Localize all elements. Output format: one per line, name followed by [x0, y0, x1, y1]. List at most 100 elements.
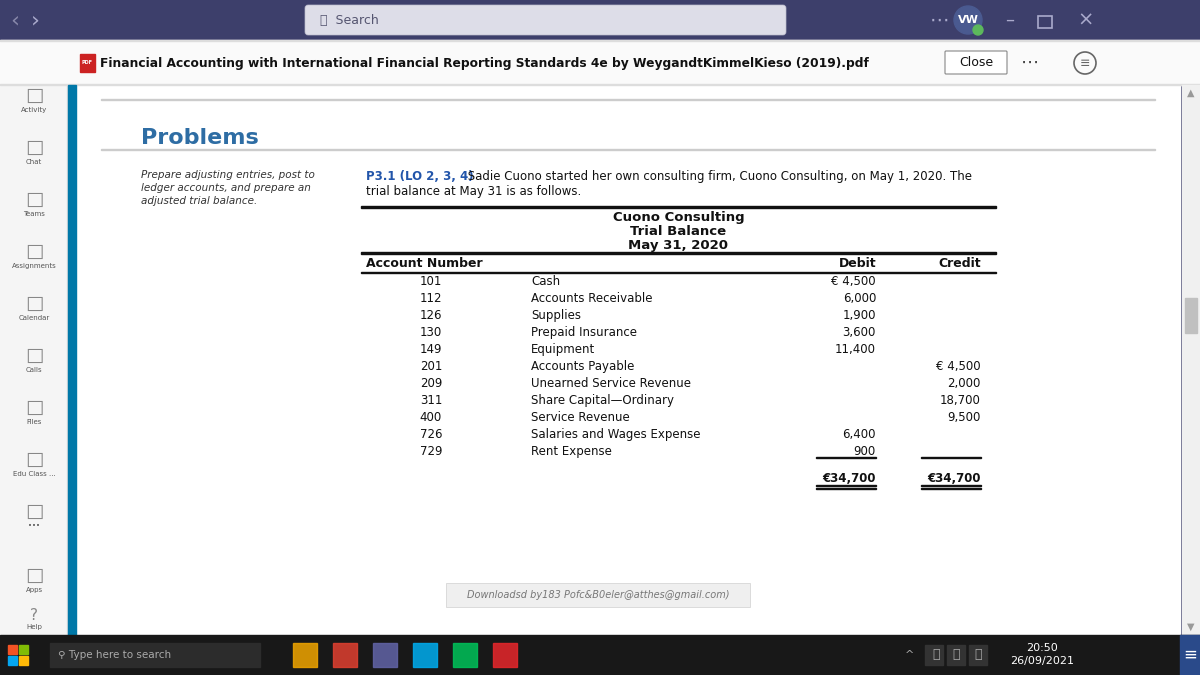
Text: 400: 400 [420, 411, 442, 424]
Bar [361, 272, 996, 273]
Text: Edu Class ...: Edu Class ... [13, 471, 55, 477]
Bar [413, 643, 437, 667]
Circle shape [954, 6, 982, 34]
Bar [361, 206, 996, 208]
Bar [19, 656, 28, 665]
Bar [922, 457, 982, 458]
Text: 6,000: 6,000 [842, 292, 876, 305]
Text: ⛶: ⛶ [932, 649, 940, 662]
Text: Close: Close [959, 57, 994, 70]
Text: □: □ [25, 190, 43, 209]
Text: ?: ? [30, 608, 38, 622]
Text: □: □ [25, 86, 43, 105]
Text: 126: 126 [420, 309, 443, 322]
Text: 9,500: 9,500 [948, 411, 982, 424]
Circle shape [973, 25, 983, 35]
Text: Unearned Service Revenue: Unearned Service Revenue [530, 377, 691, 390]
Text: Prepare adjusting entries, post to: Prepare adjusting entries, post to [142, 170, 314, 180]
Text: ≡: ≡ [1080, 57, 1091, 70]
Text: □: □ [25, 138, 43, 157]
Text: Prepaid Insurance: Prepaid Insurance [530, 326, 637, 339]
Bar [373, 643, 397, 667]
Text: Chat: Chat [26, 159, 42, 165]
Bar [76, 85, 1180, 635]
Text: 729: 729 [420, 445, 443, 458]
Text: Equipment: Equipment [530, 343, 595, 356]
Text: 26/09/2021: 26/09/2021 [1010, 656, 1074, 666]
Text: Accounts Receivable: Accounts Receivable [530, 292, 653, 305]
Text: Calendar: Calendar [18, 315, 49, 321]
Text: ⋯: ⋯ [930, 11, 949, 30]
Bar [0, 85, 68, 635]
Bar [293, 643, 317, 667]
Text: Help: Help [26, 624, 42, 630]
Text: 📶: 📶 [953, 649, 960, 662]
Text: 201: 201 [420, 360, 442, 373]
Text: Supplies: Supplies [530, 309, 581, 322]
Text: ›: › [30, 10, 40, 30]
Text: Apps: Apps [25, 587, 42, 593]
Bar [0, 40, 1200, 41]
Bar [922, 485, 982, 486]
Text: May 31, 2020: May 31, 2020 [629, 239, 728, 252]
Bar [8, 645, 28, 665]
Text: Accounts Payable: Accounts Payable [530, 360, 635, 373]
Text: 3,600: 3,600 [842, 326, 876, 339]
Bar [19, 645, 28, 654]
Text: 130: 130 [420, 326, 442, 339]
Bar [1182, 85, 1200, 635]
FancyBboxPatch shape [946, 51, 1007, 74]
Text: 112: 112 [420, 292, 443, 305]
Text: Assignments: Assignments [12, 263, 56, 269]
Text: □: □ [25, 450, 43, 468]
Text: ^: ^ [905, 650, 914, 660]
Bar [0, 635, 1200, 675]
Text: €34,700: €34,700 [928, 472, 982, 485]
Text: PDF: PDF [82, 61, 92, 65]
Text: ⚲ Type here to search: ⚲ Type here to search [58, 650, 172, 660]
Text: 20:50: 20:50 [1026, 643, 1058, 653]
Text: Share Capital—Ordinary: Share Capital—Ordinary [530, 394, 674, 407]
Text: Financial Accounting with International Financial Reporting Standards 4e by Weyg: Financial Accounting with International … [100, 57, 869, 70]
Text: Teams: Teams [23, 211, 44, 217]
Text: Files: Files [26, 419, 42, 425]
Text: 11,400: 11,400 [835, 343, 876, 356]
Text: 1,900: 1,900 [842, 309, 876, 322]
Text: Account Number: Account Number [366, 257, 482, 270]
Bar [80, 54, 95, 72]
Bar [50, 643, 260, 667]
Text: □: □ [25, 398, 43, 416]
Text: 🔍  Search: 🔍 Search [320, 14, 379, 26]
Bar [334, 643, 358, 667]
Bar [454, 643, 478, 667]
Text: trial balance at May 31 is as follows.: trial balance at May 31 is as follows. [366, 185, 581, 198]
Text: –: – [1006, 11, 1014, 29]
Bar [947, 645, 965, 665]
Text: Cuono Consulting: Cuono Consulting [613, 211, 744, 224]
Text: 6,400: 6,400 [842, 428, 876, 441]
Text: 900: 900 [853, 445, 876, 458]
Text: □: □ [25, 566, 43, 585]
Bar [101, 99, 1154, 100]
Text: Downloadsd by183 Pofc&B0eler@atthes@gmail.com): Downloadsd by183 Pofc&B0eler@atthes@gmai… [467, 590, 730, 600]
Text: 2,000: 2,000 [948, 377, 982, 390]
Text: ledger accounts, and prepare an: ledger accounts, and prepare an [142, 183, 311, 193]
Text: Debit: Debit [839, 257, 876, 270]
Bar [8, 656, 17, 665]
Bar [0, 0, 1200, 40]
Text: 149: 149 [420, 343, 443, 356]
Bar [101, 149, 1154, 150]
Text: □: □ [25, 346, 43, 365]
Text: Problems: Problems [142, 128, 259, 148]
Text: □: □ [25, 502, 43, 520]
Bar [816, 457, 876, 458]
Text: 🔊: 🔊 [974, 649, 982, 662]
Text: ⋯: ⋯ [1021, 54, 1039, 72]
FancyBboxPatch shape [446, 583, 750, 607]
Text: ▼: ▼ [1187, 622, 1195, 632]
Text: 726: 726 [420, 428, 443, 441]
Text: •••: ••• [28, 523, 40, 529]
Text: 18,700: 18,700 [940, 394, 982, 407]
Text: Service Revenue: Service Revenue [530, 411, 630, 424]
Text: ×: × [1078, 11, 1094, 30]
